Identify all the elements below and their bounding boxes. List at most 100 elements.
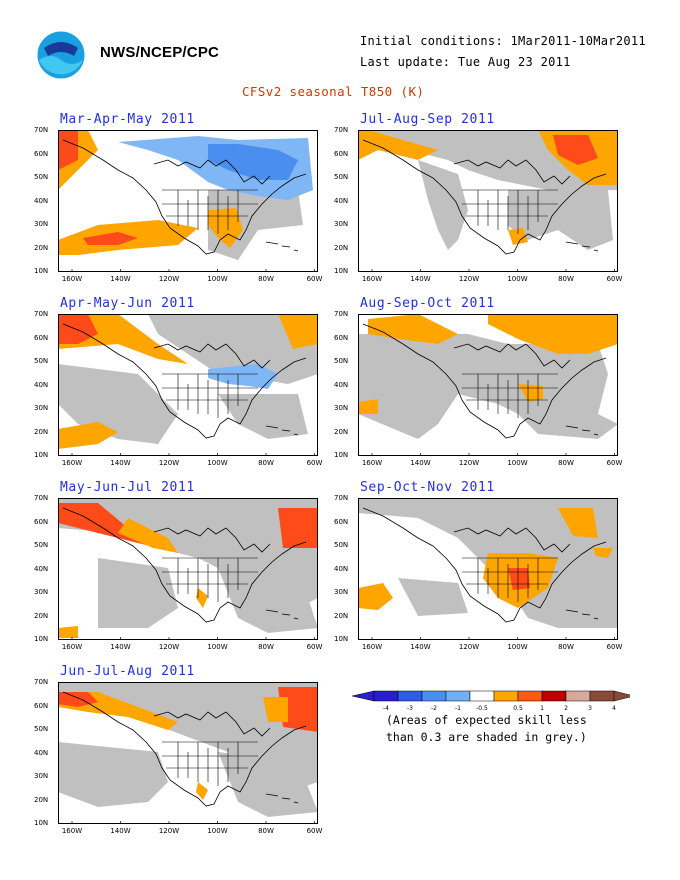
legend-swatch	[469, 690, 495, 702]
coastline	[62, 691, 307, 807]
anomaly-region	[196, 588, 208, 608]
latitude-tick-label: 40N	[34, 564, 49, 573]
longitude-tick-label: 80W	[258, 643, 274, 651]
anomaly-region	[58, 742, 168, 807]
legend-label: -3	[407, 705, 413, 712]
color-legend: -4 -3 -2 -1 -0.5 0.5 1 2 3 4	[352, 690, 630, 712]
latitude-tick-label: 40N	[34, 196, 49, 205]
coastline	[153, 711, 271, 737]
longitude-tick-label: 140W	[410, 459, 431, 467]
anomaly-region	[488, 314, 618, 354]
latitude-tick-label: 70N	[34, 126, 49, 134]
panel-title: Mar-Apr-May 2011	[60, 112, 195, 127]
longitude-tick-label: 140W	[110, 643, 131, 651]
longitude-tick-label: 80W	[258, 827, 274, 835]
longitude-tick-label: 80W	[558, 459, 574, 467]
anomaly-region	[508, 228, 528, 245]
legend-label: 3	[588, 705, 592, 712]
longitude-tick-label: 100W	[507, 459, 528, 467]
anomaly-region	[263, 697, 288, 722]
legend-label: -0.5	[476, 705, 488, 712]
latitude-tick-label: 40N	[334, 196, 349, 205]
longitude-tick-label: 120W	[158, 275, 180, 283]
coastline	[462, 373, 558, 418]
legend-label: -2	[431, 705, 437, 712]
latitude-tick-label: 40N	[34, 748, 49, 757]
coastline	[153, 159, 271, 185]
anomaly-map	[58, 498, 318, 640]
longitude-tick-label: 120W	[158, 459, 180, 467]
longitude-tick-label: 120W	[158, 827, 180, 835]
anomaly-region	[196, 782, 208, 800]
anomaly-region	[218, 394, 308, 439]
latitude-tick-label: 30N	[334, 404, 349, 412]
latitude-tick-label: 10N	[334, 635, 349, 643]
anomaly-region	[278, 508, 318, 548]
anomaly-region	[58, 626, 78, 638]
longitude-tick-label: 80W	[558, 275, 574, 283]
coastline	[453, 343, 571, 369]
anomaly-region	[83, 232, 138, 245]
latitude-tick-label: 70N	[334, 310, 349, 318]
latitude-tick-label: 20N	[334, 427, 349, 436]
anomaly-map	[358, 130, 618, 272]
coastline	[62, 323, 307, 439]
longitude-tick-label: 160W	[61, 275, 83, 283]
longitude-tick-label: 140W	[110, 827, 131, 835]
initial-conditions: Initial conditions: 1Mar2011-10Mar2011	[360, 34, 646, 48]
legend-label: 2	[564, 705, 568, 712]
latitude-tick-label: 20N	[334, 611, 349, 620]
latitude-tick-label: 10N	[34, 451, 49, 459]
latitude-tick-label: 50N	[34, 357, 49, 365]
anomaly-region	[208, 144, 298, 180]
latitude-tick-label: 60N	[34, 333, 49, 342]
anomaly-region	[208, 364, 278, 389]
coastline	[565, 609, 599, 620]
map-panel: Jul-Aug-Sep 2011 70N 60N 50N 40N 30N 20N 10N 160…	[334, 112, 634, 283]
coastline	[62, 139, 307, 255]
figure-title: CFSv2 seasonal T850 (K)	[242, 84, 425, 99]
coastline	[162, 189, 258, 234]
latitude-tick-label: 60N	[34, 517, 49, 526]
panel-title: Jul-Aug-Sep 2011	[360, 112, 495, 127]
latitude-tick-label: 20N	[334, 243, 349, 252]
legend-swatch	[397, 690, 423, 702]
longitude-tick-label: 140W	[410, 275, 431, 283]
coastline	[265, 425, 299, 436]
latitude-tick-label: 50N	[334, 173, 349, 181]
longitude-tick-label: 60W	[606, 459, 623, 467]
latitude-tick-label: 20N	[34, 427, 49, 436]
anomaly-region	[278, 314, 318, 349]
latitude-tick-label: 70N	[34, 494, 49, 502]
latitude-tick-label: 70N	[334, 494, 349, 502]
longitude-tick-label: 160W	[361, 459, 383, 467]
legend-note-line1: (Areas of expected skill less	[386, 713, 587, 727]
coastline	[565, 241, 599, 252]
map-panel: Mar-Apr-May 2011 70N 60N 50N 40N 30N 20N 10N 160…	[34, 112, 334, 283]
latitude-tick-label: 60N	[334, 333, 349, 342]
longitude-tick-label: 80W	[258, 459, 274, 467]
latitude-tick-label: 30N	[34, 220, 49, 228]
anomaly-region	[208, 208, 243, 248]
latitude-tick-label: 30N	[34, 404, 49, 412]
latitude-tick-label: 30N	[334, 220, 349, 228]
anomaly-map	[358, 314, 618, 456]
coastline	[362, 323, 607, 439]
legend-swatch	[541, 690, 567, 702]
latitude-tick-label: 30N	[34, 588, 49, 596]
latitude-tick-label: 70N	[34, 678, 49, 686]
anomaly-region	[148, 314, 318, 384]
legend-swatch	[565, 690, 591, 702]
legend-label: 1	[540, 705, 544, 712]
latitude-tick-label: 60N	[334, 517, 349, 526]
legend-swatch	[421, 690, 447, 702]
anomaly-region	[398, 578, 468, 616]
anomaly-region	[418, 160, 468, 250]
panel-title: Jun-Jul-Aug 2011	[60, 664, 195, 679]
anomaly-region	[508, 190, 613, 250]
anomaly-region	[358, 130, 438, 160]
coastline	[62, 507, 307, 623]
longitude-tick-label: 60W	[606, 275, 623, 283]
anomaly-region	[518, 384, 543, 402]
map-panel: Aug-Sep-Oct 2011 70N 60N 50N 40N 30N 20N 10N 160…	[334, 296, 634, 467]
